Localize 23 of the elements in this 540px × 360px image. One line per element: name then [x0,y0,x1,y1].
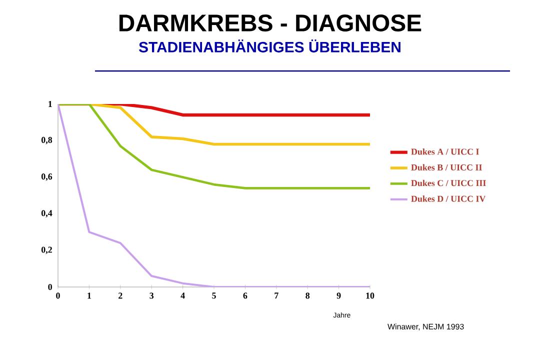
y-tick-label: 0,2 [41,246,52,254]
x-tick-label: 4 [180,292,185,299]
y-tick-label: 1 [48,101,52,107]
legend-label: Dukes D / UICC IV [411,196,486,202]
x-tick-label: 8 [306,292,310,299]
y-tick-label: 0,8 [41,136,52,144]
y-tick-label: 0 [48,284,52,290]
x-tick-label: 6 [243,292,248,299]
legend-label: Dukes C / UICC III [411,180,486,186]
y-tick-label: 0,4 [41,210,52,218]
x-tick-label: 3 [150,292,154,299]
legend-label: Dukes A / UICC I [411,148,479,155]
x-tick-label: 2 [118,292,122,299]
chart-subtitle: STADIENABHÄNGIGES ÜBERLEBEN [138,40,400,52]
x-tick-label: 5 [212,292,216,299]
x-tick-label: 1 [88,292,91,299]
y-tick-label: 0,6 [41,174,52,181]
x-tick-label: 7 [274,292,278,299]
x-tick-label: 9 [336,292,341,299]
chart-title: DARMKREBS - DIAGNOSE [119,14,422,32]
legend-label: Dukes B / UICC II [411,164,482,170]
x-tick-label: 10 [366,292,374,299]
x-tick-label: 0 [56,292,60,299]
